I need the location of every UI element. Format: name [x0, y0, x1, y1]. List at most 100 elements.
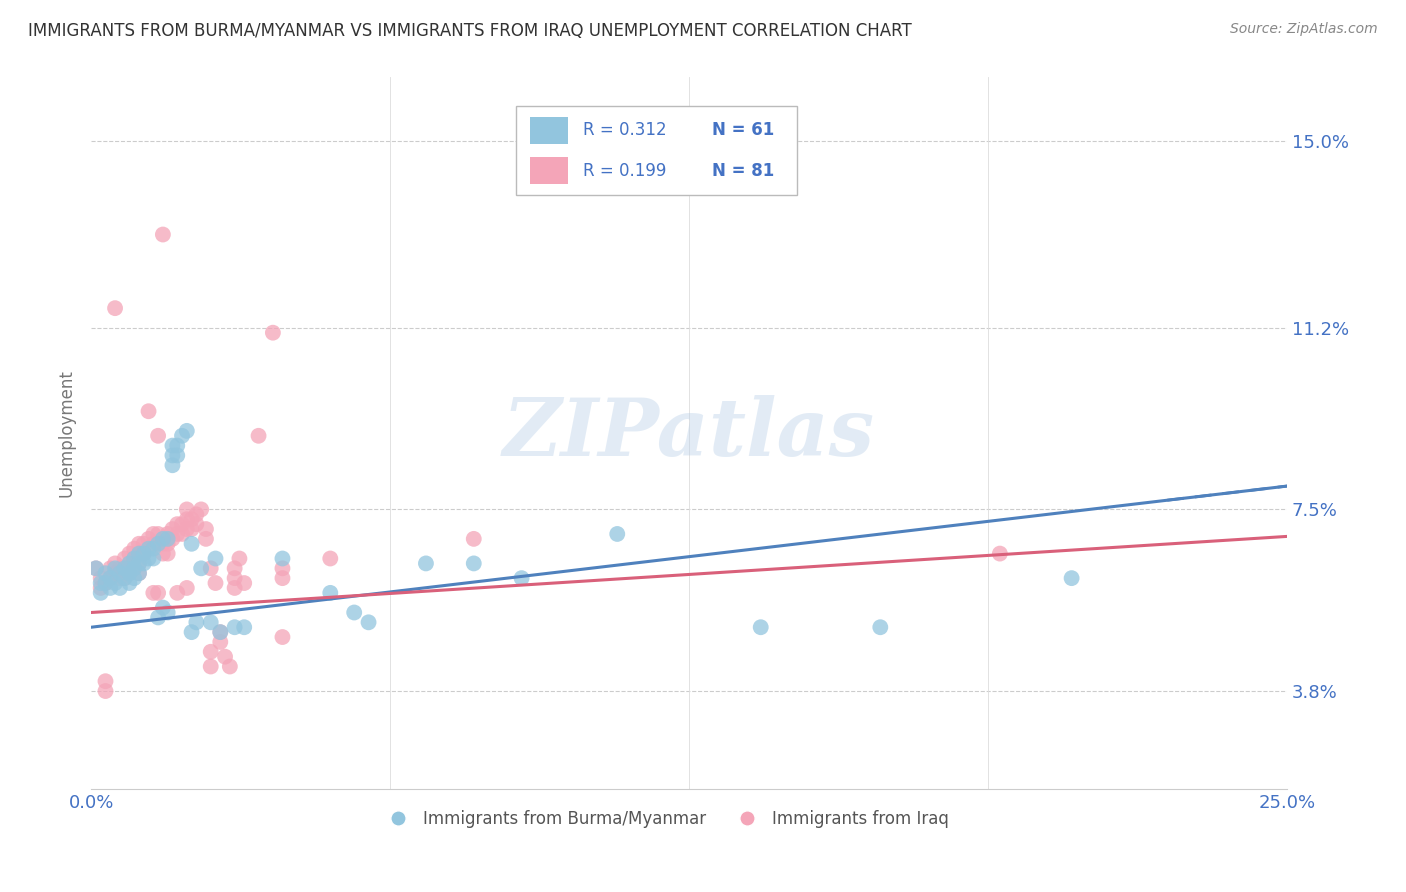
- Point: [262, 326, 284, 340]
- Point: [114, 561, 136, 575]
- Point: [233, 620, 256, 634]
- Point: [146, 527, 169, 541]
- Text: Source: ZipAtlas.com: Source: ZipAtlas.com: [1230, 22, 1378, 37]
- Point: [200, 645, 222, 659]
- Point: [122, 561, 145, 575]
- Point: [271, 561, 294, 575]
- Point: [98, 581, 121, 595]
- Point: [128, 566, 150, 581]
- Point: [104, 557, 127, 571]
- Point: [128, 537, 150, 551]
- Point: [166, 449, 188, 463]
- Point: [209, 635, 232, 649]
- Text: ZIPatlas: ZIPatlas: [503, 394, 875, 472]
- Point: [357, 615, 380, 630]
- Bar: [530, 157, 568, 185]
- Point: [152, 227, 174, 242]
- Point: [247, 429, 270, 443]
- Point: [104, 561, 127, 575]
- Point: [132, 547, 155, 561]
- Point: [142, 537, 165, 551]
- Point: [156, 547, 179, 561]
- Point: [132, 537, 155, 551]
- Point: [152, 532, 174, 546]
- Point: [94, 684, 117, 698]
- Point: [162, 522, 184, 536]
- Point: [94, 576, 117, 591]
- Point: [271, 571, 294, 585]
- Point: [118, 547, 141, 561]
- Point: [209, 625, 232, 640]
- Point: [180, 522, 202, 536]
- Point: [176, 512, 198, 526]
- Point: [319, 551, 342, 566]
- Point: [166, 586, 188, 600]
- Bar: [530, 117, 568, 144]
- Point: [128, 547, 150, 561]
- Point: [146, 537, 169, 551]
- Point: [170, 429, 193, 443]
- Text: R = 0.199: R = 0.199: [582, 161, 666, 179]
- Point: [138, 532, 160, 546]
- Point: [180, 512, 202, 526]
- Text: N = 61: N = 61: [711, 121, 773, 139]
- Point: [138, 551, 160, 566]
- Point: [142, 527, 165, 541]
- Point: [176, 424, 198, 438]
- Point: [156, 537, 179, 551]
- Point: [214, 649, 236, 664]
- Point: [128, 547, 150, 561]
- Point: [194, 522, 217, 536]
- Point: [152, 547, 174, 561]
- Text: R = 0.312: R = 0.312: [582, 121, 666, 139]
- Point: [114, 571, 136, 585]
- Point: [200, 659, 222, 673]
- Point: [162, 458, 184, 473]
- Point: [209, 625, 232, 640]
- Point: [166, 439, 188, 453]
- Point: [128, 557, 150, 571]
- Legend: Immigrants from Burma/Myanmar, Immigrants from Iraq: Immigrants from Burma/Myanmar, Immigrant…: [374, 803, 956, 834]
- Point: [162, 449, 184, 463]
- Point: [90, 576, 112, 591]
- Point: [98, 571, 121, 585]
- Point: [415, 557, 437, 571]
- Point: [94, 566, 117, 581]
- Point: [224, 571, 246, 585]
- Point: [200, 561, 222, 575]
- Point: [114, 561, 136, 575]
- Point: [146, 586, 169, 600]
- Point: [162, 532, 184, 546]
- Point: [104, 301, 127, 315]
- Point: [224, 561, 246, 575]
- Point: [108, 571, 131, 585]
- Point: [190, 561, 212, 575]
- Point: [463, 557, 485, 571]
- Point: [142, 551, 165, 566]
- Point: [108, 566, 131, 581]
- Point: [94, 576, 117, 591]
- Point: [176, 502, 198, 516]
- Point: [224, 620, 246, 634]
- Point: [108, 561, 131, 575]
- Point: [170, 517, 193, 532]
- Point: [122, 551, 145, 566]
- Point: [98, 561, 121, 575]
- Point: [122, 551, 145, 566]
- Point: [138, 541, 160, 556]
- Point: [156, 606, 179, 620]
- Point: [1060, 571, 1083, 585]
- Point: [869, 620, 891, 634]
- Text: IMMIGRANTS FROM BURMA/MYANMAR VS IMMIGRANTS FROM IRAQ UNEMPLOYMENT CORRELATION C: IMMIGRANTS FROM BURMA/MYANMAR VS IMMIGRA…: [28, 22, 912, 40]
- Point: [118, 576, 141, 591]
- Point: [118, 566, 141, 581]
- Point: [104, 566, 127, 581]
- Point: [156, 527, 179, 541]
- Point: [194, 532, 217, 546]
- Point: [200, 615, 222, 630]
- Point: [84, 561, 107, 575]
- Point: [90, 586, 112, 600]
- Point: [190, 502, 212, 516]
- Point: [228, 551, 250, 566]
- Point: [204, 551, 226, 566]
